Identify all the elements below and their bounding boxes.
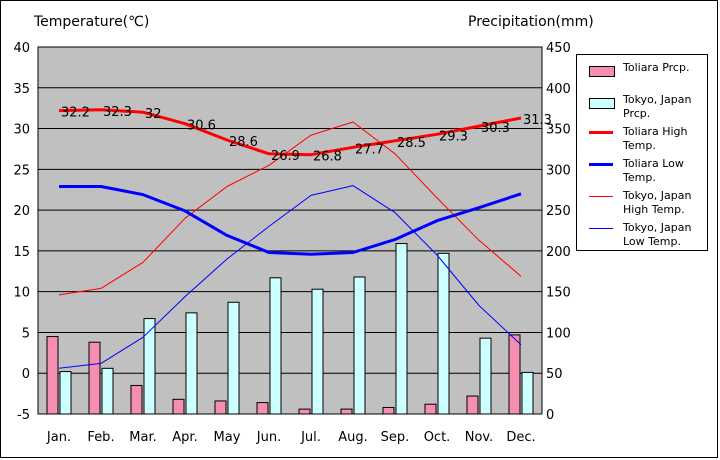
legend-item-toliara-high: Toliara High Temp. bbox=[577, 125, 709, 153]
bar-toliara-prcp bbox=[508, 334, 521, 415]
data-label-toliara-high: 32.3 bbox=[103, 105, 132, 120]
y-left-tick-label: 5 bbox=[22, 326, 30, 341]
y-left-tick-label: 15 bbox=[13, 245, 30, 260]
legend-label-toliara-prcp: Toliara Prcp. bbox=[623, 61, 690, 74]
y-left-tick-label: 10 bbox=[13, 286, 30, 301]
bar-toliara-prcp bbox=[46, 336, 59, 415]
legend-item-tokyo-high: Tokyo, Japan High Temp. bbox=[577, 189, 709, 217]
data-label-toliara-high: 29.3 bbox=[439, 129, 468, 144]
bar-toliara-prcp bbox=[466, 395, 479, 415]
legend-swatch-toliara-high bbox=[589, 131, 613, 134]
y-right-tick-label: 150 bbox=[546, 286, 571, 301]
bar-toliara-prcp bbox=[256, 402, 269, 415]
bar-tokyo-prcp bbox=[185, 312, 198, 415]
y-right-tick-label: 0 bbox=[546, 408, 554, 423]
x-tick-label: May bbox=[214, 430, 241, 445]
plot-area bbox=[37, 46, 543, 415]
x-tick-label: Sep. bbox=[381, 430, 410, 445]
y-left-tick-label: 40 bbox=[13, 41, 30, 56]
bar-toliara-prcp bbox=[88, 341, 101, 415]
line-tokyo-high bbox=[58, 121, 522, 296]
data-label-toliara-high: 26.8 bbox=[313, 150, 342, 165]
data-label-toliara-high: 27.7 bbox=[355, 142, 384, 157]
x-tick-label: Apr. bbox=[172, 430, 197, 445]
y-right-tick-label: 100 bbox=[546, 326, 571, 341]
x-tick-label: Dec. bbox=[506, 430, 535, 445]
bar-tokyo-prcp bbox=[353, 276, 366, 415]
x-tick-label: Oct. bbox=[424, 430, 451, 445]
y-right-tick-label: 400 bbox=[546, 82, 571, 97]
y-right-tick-label: 450 bbox=[546, 41, 571, 56]
bar-tokyo-prcp bbox=[143, 318, 156, 415]
bar-toliara-prcp bbox=[172, 398, 185, 415]
legend-swatch-tokyo-high bbox=[589, 196, 613, 197]
x-tick-label: Aug. bbox=[338, 430, 368, 445]
y-left-axis-title: Temperature(℃) bbox=[34, 14, 150, 30]
y-left-tick-label: 20 bbox=[13, 204, 30, 219]
bar-tokyo-prcp bbox=[101, 367, 114, 415]
bar-tokyo-prcp bbox=[227, 301, 240, 415]
bar-toliara-prcp bbox=[298, 408, 311, 415]
legend-label-tokyo-prcp: Tokyo, Japan Prcp. bbox=[623, 93, 692, 120]
line-toliara-high bbox=[58, 108, 522, 157]
x-tick-label: Feb. bbox=[87, 430, 114, 445]
bar-toliara-prcp bbox=[214, 400, 227, 415]
legend: Toliara Prcp. Tokyo, Japan Prcp. Toliara… bbox=[576, 54, 708, 251]
x-tick-label: Nov. bbox=[465, 430, 494, 445]
x-tick-label: Mar. bbox=[129, 430, 156, 445]
y-right-tick-label: 250 bbox=[546, 204, 571, 219]
bar-tokyo-prcp bbox=[479, 337, 492, 415]
legend-swatch-tokyo-prcp bbox=[589, 98, 615, 109]
legend-item-tokyo-low: Tokyo, Japan Low Temp. bbox=[577, 221, 709, 249]
data-label-toliara-high: 30.6 bbox=[187, 119, 216, 134]
y-left-tick-label: 30 bbox=[13, 123, 30, 138]
y-right-axis-title: Precipitation(mm) bbox=[468, 14, 594, 30]
data-label-toliara-high: 32.2 bbox=[61, 106, 90, 121]
data-label-toliara-high: 31.3 bbox=[523, 113, 552, 128]
legend-label-toliara-high: Toliara High Temp. bbox=[623, 125, 688, 152]
bar-tokyo-prcp bbox=[437, 252, 450, 415]
y-right-tick-label: 350 bbox=[546, 123, 571, 138]
y-left-tick-label: -5 bbox=[17, 408, 30, 423]
legend-item-toliara-low: Toliara Low Temp. bbox=[577, 157, 709, 185]
legend-item-tokyo-prcp: Tokyo, Japan Prcp. bbox=[577, 93, 709, 121]
legend-label-tokyo-high: Tokyo, Japan High Temp. bbox=[623, 189, 692, 216]
bar-tokyo-prcp bbox=[269, 277, 282, 415]
legend-swatch-toliara-prcp bbox=[589, 66, 615, 77]
bar-toliara-prcp bbox=[424, 403, 437, 415]
y-left-tick-label: 25 bbox=[13, 163, 30, 178]
legend-item-toliara-prcp: Toliara Prcp. bbox=[577, 61, 709, 89]
bar-toliara-prcp bbox=[130, 384, 143, 415]
x-tick-label: Jan. bbox=[46, 430, 71, 445]
data-label-toliara-high: 28.6 bbox=[229, 135, 258, 150]
y-right-tick-label: 200 bbox=[546, 245, 571, 260]
data-label-toliara-high: 30.3 bbox=[481, 121, 510, 136]
data-label-toliara-high: 26.9 bbox=[271, 149, 300, 164]
bar-toliara-prcp bbox=[340, 408, 353, 415]
data-label-toliara-high: 32 bbox=[145, 107, 162, 122]
data-label-toliara-high: 28.5 bbox=[397, 136, 426, 151]
bar-tokyo-prcp bbox=[311, 288, 324, 415]
legend-label-tokyo-low: Tokyo, Japan Low Temp. bbox=[623, 221, 692, 248]
legend-swatch-tokyo-low bbox=[589, 228, 613, 229]
y-right-tick-label: 50 bbox=[546, 367, 563, 382]
bar-toliara-prcp bbox=[382, 406, 395, 415]
y-left-tick-label: 35 bbox=[13, 82, 30, 97]
y-right-tick-label: 300 bbox=[546, 163, 571, 178]
line-tokyo-low bbox=[58, 185, 522, 369]
legend-label-toliara-low: Toliara Low Temp. bbox=[623, 157, 684, 184]
line-toliara-low bbox=[59, 185, 522, 256]
bar-tokyo-prcp bbox=[395, 243, 408, 415]
x-tick-label: Jun. bbox=[256, 430, 281, 445]
y-left-tick-label: 0 bbox=[22, 367, 30, 382]
bar-tokyo-prcp bbox=[59, 371, 72, 415]
legend-swatch-toliara-low bbox=[589, 163, 613, 166]
x-tick-label: Jul. bbox=[300, 430, 321, 445]
bar-tokyo-prcp bbox=[521, 371, 534, 415]
